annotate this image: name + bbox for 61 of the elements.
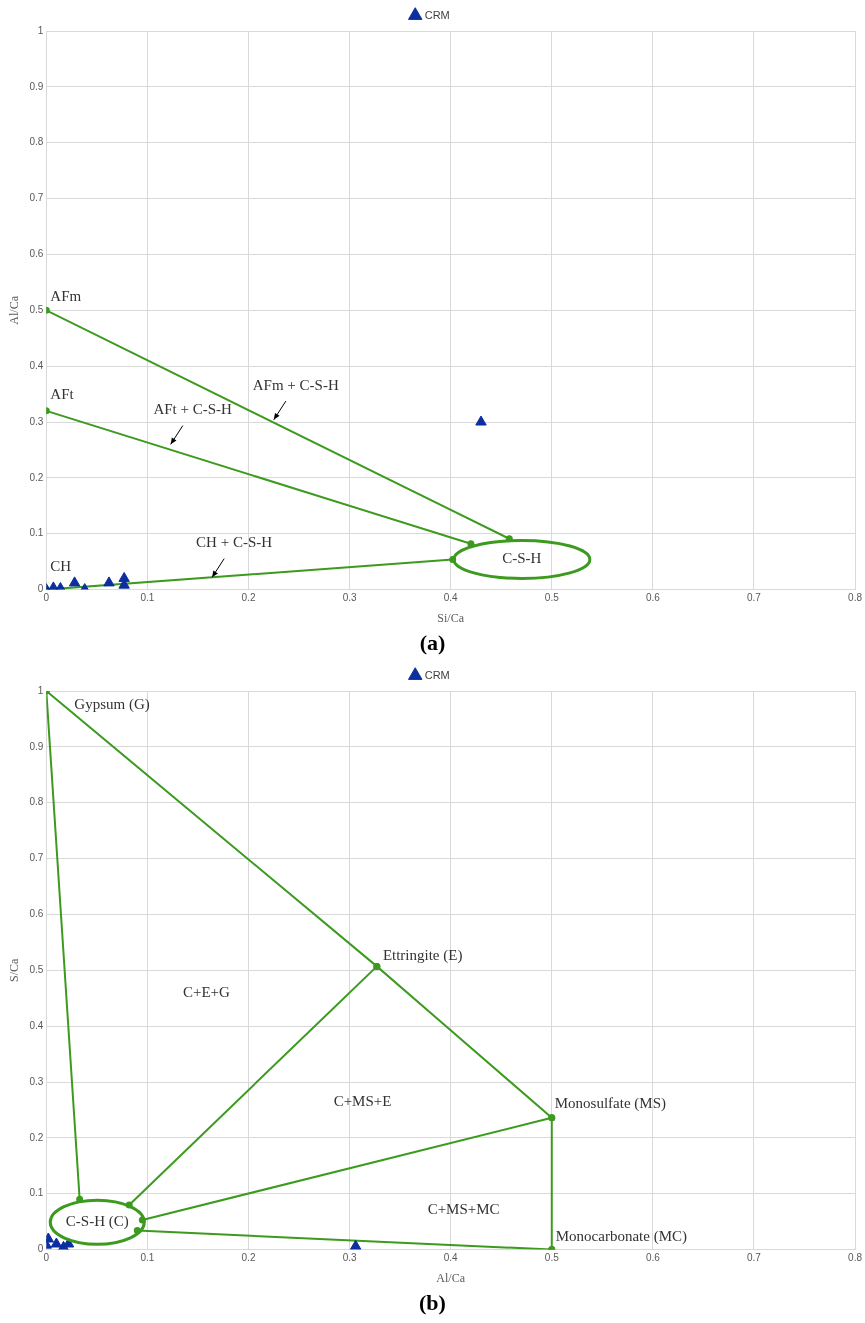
y-tick-label: 0.5	[29, 304, 44, 316]
annotation: CH	[50, 557, 72, 574]
y-tick-label: 0.2	[29, 1131, 44, 1143]
y-tick-label: 0.1	[29, 527, 44, 539]
y-tick-label: 1	[37, 684, 44, 696]
x-axis-title: Al/Ca	[436, 1270, 466, 1285]
y-tick-label: 0.4	[29, 1019, 44, 1031]
annotation: AFm	[50, 288, 82, 305]
annotation: C+MS+E	[333, 1092, 392, 1109]
y-tick-label: 0.2	[29, 471, 44, 483]
y-tick-label: 0.5	[29, 964, 44, 976]
y-tick-label: 0.3	[29, 1075, 44, 1087]
annotation: CH + C-S-H	[196, 534, 273, 551]
x-tick-label: 0.1	[140, 592, 155, 604]
y-tick-label: 0.4	[29, 359, 44, 371]
annotation: C-S-H (C)	[65, 1213, 129, 1231]
x-tick-label: 0.4	[443, 1252, 459, 1264]
y-tick-label: 0.8	[29, 796, 44, 808]
y-tick-label: 0.6	[29, 248, 44, 260]
y-tick-label: 0.8	[29, 136, 44, 148]
y-tick-label: 0.9	[29, 740, 44, 752]
y-axis-title: Al/Ca	[7, 295, 22, 325]
annotation: Ettringite (E)	[382, 947, 463, 965]
y-tick-label: 0.6	[29, 908, 44, 920]
y-axis-title: S/Ca	[7, 957, 22, 982]
y-tick-label: 0	[37, 1243, 44, 1255]
x-tick-label: 0.7	[747, 1252, 762, 1264]
x-tick-label: 0.5	[544, 592, 560, 604]
annotation: AFt	[50, 385, 75, 402]
x-tick-label: 0.3	[342, 592, 357, 604]
x-tick-label: 0.6	[645, 1252, 661, 1264]
x-tick-label: 0.8	[848, 592, 863, 604]
x-tick-label: 0.8	[848, 1252, 863, 1264]
x-tick-label: 0.3	[342, 1252, 357, 1264]
y-tick-label: 1	[37, 24, 44, 36]
x-tick-label: 0.6	[645, 592, 661, 604]
text: (b)	[418, 1290, 447, 1317]
x-tick-label: 0.7	[747, 592, 762, 604]
y-tick-label: 0.7	[29, 852, 44, 864]
annotation: C-S-H	[502, 550, 542, 567]
annotation: Monocarbonate (MC)	[555, 1227, 687, 1245]
x-tick-label: 0.5	[544, 1252, 560, 1264]
annotation: C+E+G	[182, 983, 231, 1000]
y-tick-label: 0.1	[29, 1187, 44, 1199]
x-axis-title: Si/Ca	[437, 610, 465, 625]
annotation: AFm + C-S-H	[252, 376, 339, 393]
x-tick-label: 0.4	[443, 592, 459, 604]
annotation: Gypsum (G)	[74, 695, 150, 713]
x-tick-label: 0.1	[140, 1252, 155, 1264]
x-tick-label: 0.2	[241, 592, 256, 604]
y-tick-label: 0.7	[29, 192, 44, 204]
legend-label: CRM	[424, 668, 450, 681]
legend-label: CRM	[424, 8, 450, 21]
y-tick-label: 0.9	[29, 80, 44, 92]
y-tick-label: 0	[37, 583, 44, 595]
annotation: C+MS+MC	[427, 1200, 500, 1217]
y-tick-label: 0.3	[29, 415, 44, 427]
annotation: AFt + C-S-H	[153, 401, 233, 418]
text: (a)	[418, 630, 447, 657]
x-tick-label: 0.2	[241, 1252, 256, 1264]
annotation: Monosulfate (MS)	[554, 1094, 667, 1112]
